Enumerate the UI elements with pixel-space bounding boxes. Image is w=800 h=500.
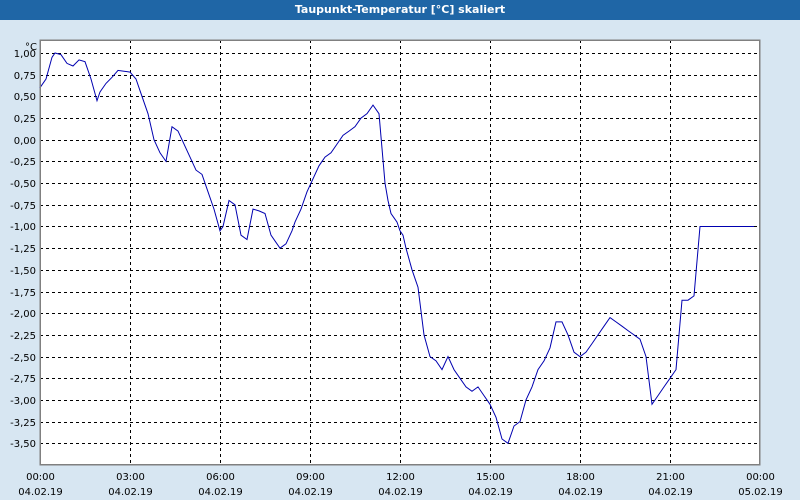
y-tick-label: -2,00 — [10, 309, 36, 320]
x-tick-time: 00:00 — [26, 472, 55, 483]
x-tick-date: 04.02.19 — [468, 487, 513, 498]
x-tick-time: 00:00 — [746, 472, 775, 483]
y-tick-label: -1,25 — [10, 244, 36, 255]
window-title: Taupunkt-Temperatur [°C] skaliert — [0, 0, 800, 20]
y-tick-label: 1,00 — [14, 49, 36, 60]
x-tick-date: 04.02.19 — [198, 487, 243, 498]
y-tick-label: -0,25 — [10, 157, 36, 168]
y-tick-label: 0,75 — [14, 71, 36, 82]
series-line — [39, 52, 754, 445]
y-tick-label: 0,25 — [14, 114, 36, 125]
y-tick-label: -1,50 — [10, 266, 36, 277]
y-tick-label: 0,50 — [14, 92, 36, 103]
y-tick-label: -3,00 — [10, 396, 36, 407]
x-tick-date: 04.02.19 — [18, 487, 63, 498]
x-tick-date: 04.02.19 — [108, 487, 153, 498]
y-tick-label: -3,25 — [10, 418, 36, 429]
x-tick-date: 04.02.19 — [648, 487, 693, 498]
x-tick-time: 12:00 — [386, 472, 415, 483]
plot-border — [40, 40, 760, 465]
x-tick-date: 04.02.19 — [378, 487, 423, 498]
x-tick-time: 06:00 — [206, 472, 235, 483]
line-chart: 1,00 0,75 0,50 0,25 0,00 -0,25 -0,50 -0,75 -1,00… — [10, 39, 783, 498]
y-tick-label: -2,25 — [10, 331, 36, 342]
x-tick-date: 04.02.19 — [288, 487, 333, 498]
y-tick-label: -1,00 — [10, 222, 36, 233]
y-tick-label: -0,50 — [10, 179, 36, 190]
x-tick-time: 03:00 — [116, 472, 145, 483]
x-tick-time: 18:00 — [566, 472, 595, 483]
x-tick-date: 04.02.19 — [558, 487, 603, 498]
y-tick-label: -2,50 — [10, 353, 36, 364]
y-tick-label: -1,75 — [10, 288, 36, 299]
y-tick-label: 0,00 — [14, 136, 36, 147]
y-tick-label: -2,75 — [10, 374, 36, 385]
y-axis-unit: °C — [25, 42, 37, 53]
y-tick-label: -0,75 — [10, 201, 36, 212]
x-tick-date: 05.02.19 — [738, 487, 783, 498]
y-tick-label: -3,50 — [10, 439, 36, 450]
x-tick-time: 09:00 — [296, 472, 325, 483]
x-tick-time: 15:00 — [476, 472, 505, 483]
x-tick-time: 21:00 — [656, 472, 685, 483]
